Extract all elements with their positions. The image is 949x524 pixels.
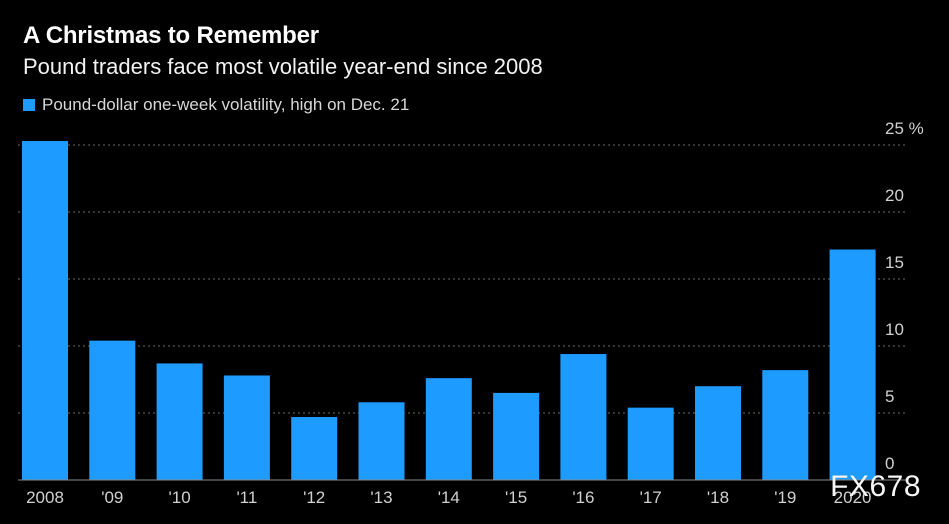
- y-tick-label: 20: [885, 186, 904, 205]
- x-tick-label: '12: [303, 488, 325, 507]
- watermark: FX678: [830, 470, 921, 503]
- legend-swatch: [23, 99, 35, 111]
- x-tick-label: '10: [169, 488, 191, 507]
- x-tick-label: '17: [640, 488, 662, 507]
- bar: [89, 340, 136, 480]
- x-tick-label: '19: [774, 488, 796, 507]
- bar: [156, 363, 203, 480]
- bar: [358, 402, 405, 480]
- chart-subtitle: Pound traders face most volatile year-en…: [23, 54, 543, 79]
- bar: [560, 354, 607, 480]
- x-tick-label: '15: [505, 488, 527, 507]
- bar: [695, 386, 741, 480]
- x-tick-label: '09: [101, 488, 123, 507]
- x-tick-label: '16: [572, 488, 594, 507]
- bar: [829, 249, 876, 480]
- bar: [223, 375, 270, 480]
- y-tick-label: 5: [885, 387, 894, 406]
- bar: [291, 417, 338, 480]
- chart-title: A Christmas to Remember: [23, 22, 319, 49]
- x-tick-label: 2020: [834, 488, 872, 507]
- y-tick-label: 10: [885, 320, 904, 339]
- x-tick-label: '13: [370, 488, 392, 507]
- bar: [762, 370, 809, 480]
- x-tick-label: '11: [236, 488, 257, 507]
- legend: Pound-dollar one-week volatility, high o…: [23, 95, 409, 115]
- y-tick-label: 25 %: [885, 119, 924, 138]
- bar: [425, 378, 472, 480]
- legend-label: Pound-dollar one-week volatility, high o…: [42, 95, 410, 114]
- bar: [22, 140, 68, 481]
- bar: [627, 407, 674, 480]
- x-tick-label: 2008: [26, 488, 64, 507]
- y-tick-label: 15: [885, 253, 904, 272]
- x-tick-label: '14: [438, 488, 460, 507]
- x-tick-label: '18: [707, 488, 729, 507]
- y-tick-label: 0: [885, 454, 894, 473]
- bar: [493, 392, 540, 480]
